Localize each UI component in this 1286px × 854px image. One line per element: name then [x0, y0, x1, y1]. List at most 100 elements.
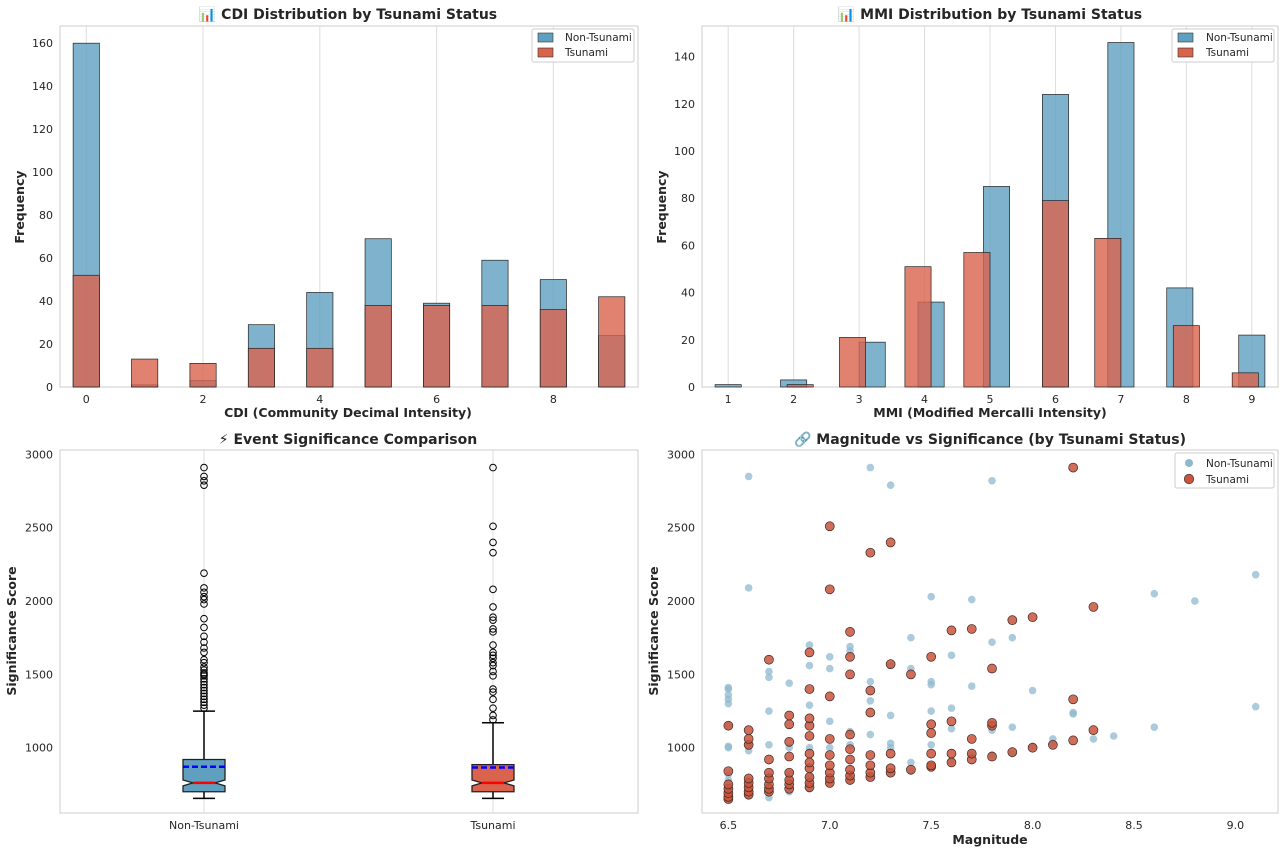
mmi-x-tick-label: 8 — [1183, 393, 1190, 406]
scatter-point-tsunami — [947, 758, 956, 767]
cdi-bar-tsunami — [248, 348, 274, 387]
scatter-point-tsunami — [724, 721, 733, 730]
cdi-histogram-panel: 📊 CDI Distribution by Tsunami Status 024… — [12, 6, 638, 420]
boxplot-title: ⚡ Event Significance Comparison — [219, 432, 477, 448]
scatter-point-non-tsunami — [907, 634, 915, 642]
scatter-point-non-tsunami — [948, 652, 956, 660]
scatter-point-tsunami — [866, 761, 875, 770]
scatter-point-non-tsunami — [1069, 709, 1077, 717]
scatter-point-non-tsunami — [968, 596, 976, 604]
cdi-y-axis-label: Frequency — [12, 170, 27, 243]
mmi-x-tick-label: 7 — [1117, 393, 1124, 406]
scatter-y-tick-label: 1000 — [667, 742, 695, 755]
scatter-point-tsunami — [805, 773, 814, 782]
cdi-x-tick-label: 0 — [83, 393, 90, 406]
scatter-point-tsunami — [1048, 740, 1057, 749]
scatter-x-tick-label: 8.5 — [1125, 819, 1143, 832]
boxplot-y-tick-label: 3000 — [25, 448, 53, 461]
scatter-point-non-tsunami — [927, 678, 935, 686]
scatter-point-tsunami — [1089, 602, 1098, 611]
boxplot-y-tick-label: 2500 — [25, 522, 53, 535]
scatter-point-non-tsunami — [765, 741, 773, 749]
scatter-y-tick-label: 3000 — [667, 448, 695, 461]
scatter-point-tsunami — [1089, 726, 1098, 735]
scatter-legend-label-non-tsunami: Non-Tsunami — [1206, 458, 1273, 470]
cdi-legend-swatch-non-tsunami — [538, 33, 553, 42]
scatter-title: 🔗 Magnitude vs Significance (by Tsunami … — [794, 430, 1186, 448]
scatter-point-tsunami — [785, 752, 794, 761]
scatter-point-tsunami — [805, 732, 814, 741]
scatter-point-tsunami — [805, 714, 814, 723]
scatter-point-tsunami — [805, 749, 814, 758]
scatter-point-tsunami — [927, 749, 936, 758]
scatter-legend-label-tsunami: Tsunami — [1205, 474, 1249, 486]
cdi-bar-tsunami — [73, 275, 99, 387]
boxplot-x-tick-label: Tsunami — [469, 819, 515, 832]
scatter-y-tick-label: 2500 — [667, 522, 695, 535]
mmi-y-tick-label: 20 — [681, 334, 695, 347]
scatter-x-tick-label: 9.0 — [1227, 819, 1245, 832]
scatter-point-tsunami — [1028, 743, 1037, 752]
scatter-point-tsunami — [846, 670, 855, 679]
scatter-point-non-tsunami — [725, 684, 733, 692]
cdi-y-tick-label: 0 — [46, 381, 53, 394]
boxplot-y-axis-label: Significance Score — [4, 566, 19, 695]
scatter-point-non-tsunami — [927, 593, 935, 601]
scatter-point-tsunami — [724, 767, 733, 776]
mmi-y-tick-label: 140 — [674, 51, 695, 64]
scatter-point-non-tsunami — [725, 742, 733, 750]
scatter-point-tsunami — [1069, 736, 1078, 745]
mmi-y-tick-label: 0 — [688, 381, 695, 394]
scatter-point-tsunami — [744, 774, 753, 783]
scatter-point-tsunami — [1008, 748, 1017, 757]
mmi-bar-tsunami — [1173, 326, 1199, 387]
mmi-x-tick-label: 1 — [725, 393, 732, 406]
scatter-point-tsunami — [906, 765, 915, 774]
cdi-y-tick-label: 160 — [32, 37, 53, 50]
cdi-x-axis-label: CDI (Community Decimal Intensity) — [224, 405, 472, 420]
scatter-point-tsunami — [744, 734, 753, 743]
mmi-y-tick-label: 80 — [681, 192, 695, 205]
scatter-point-tsunami — [785, 720, 794, 729]
scatter-point-tsunami — [744, 726, 753, 735]
scatter-point-tsunami — [886, 749, 895, 758]
scatter-point-tsunami — [947, 717, 956, 726]
scatter-point-tsunami — [846, 627, 855, 636]
mmi-y-tick-label: 60 — [681, 239, 695, 252]
cdi-bar-tsunami — [365, 305, 391, 387]
scatter-point-tsunami — [825, 734, 834, 743]
magnitude-scatter-panel: 🔗 Magnitude vs Significance (by Tsunami … — [646, 430, 1278, 847]
mmi-legend-label-tsunami: Tsunami — [1205, 47, 1249, 59]
scatter-point-tsunami — [927, 761, 936, 770]
mmi-bar-tsunami — [1042, 201, 1068, 387]
scatter-point-non-tsunami — [765, 668, 773, 676]
scatter-point-tsunami — [764, 768, 773, 777]
scatter-x-tick-label: 8.0 — [1024, 819, 1042, 832]
mmi-legend: Non-Tsunami Tsunami — [1172, 29, 1274, 62]
mmi-bar-tsunami — [1095, 238, 1121, 387]
cdi-x-tick-label: 2 — [200, 393, 207, 406]
cdi-bar-tsunami — [423, 305, 449, 387]
cdi-x-tick-label: 8 — [550, 393, 557, 406]
scatter-point-tsunami — [866, 708, 875, 717]
scatter-point-non-tsunami — [1009, 634, 1017, 642]
mmi-bar-tsunami — [839, 337, 865, 387]
cdi-chart-title: 📊 CDI Distribution by Tsunami Status — [199, 6, 497, 23]
scatter-point-non-tsunami — [867, 697, 875, 705]
scatter-point-tsunami — [785, 711, 794, 720]
scatter-point-tsunami — [947, 749, 956, 758]
mmi-legend-swatch-non-tsunami — [1178, 33, 1193, 42]
boxplot-box-non-tsunami — [183, 759, 225, 791]
scatter-point-tsunami — [846, 730, 855, 739]
cdi-bar-tsunami — [599, 297, 625, 387]
scatter-point-non-tsunami — [745, 473, 753, 481]
scatter-point-tsunami — [988, 664, 997, 673]
scatter-point-tsunami — [724, 780, 733, 789]
scatter-legend-marker-tsunami — [1184, 474, 1194, 484]
mmi-bar-non-tsunami — [715, 385, 741, 387]
scatter-point-non-tsunami — [765, 707, 773, 715]
cdi-legend-swatch-tsunami — [538, 48, 553, 57]
scatter-legend-marker-non-tsunami — [1185, 459, 1193, 467]
scatter-point-tsunami — [927, 720, 936, 729]
scatter-point-tsunami — [846, 745, 855, 754]
